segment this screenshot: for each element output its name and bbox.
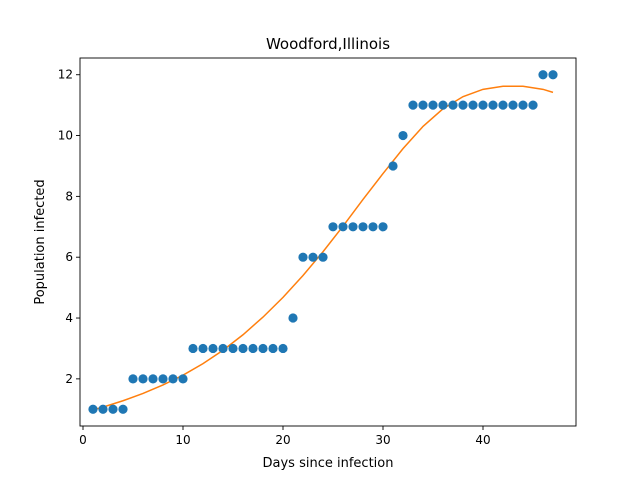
data-point: [488, 100, 498, 110]
data-point: [238, 343, 248, 354]
data-point: [298, 252, 308, 262]
data-point: [268, 343, 278, 354]
x-tick-label: 20: [275, 433, 290, 447]
data-point: [478, 100, 488, 110]
data-point: [118, 404, 128, 414]
data-point: [508, 100, 518, 110]
y-tick-label: 12: [58, 68, 73, 82]
plot-area: 0 10 20 30 40 2 4 6 8 10 12: [58, 57, 577, 447]
data-point: [218, 343, 228, 354]
data-point: [438, 100, 448, 110]
data-point: [308, 252, 318, 262]
data-point: [288, 313, 298, 323]
fit-curve-line: [92, 85, 554, 411]
data-point: [428, 100, 438, 110]
data-point: [88, 404, 98, 414]
x-tick-label: 0: [79, 433, 87, 447]
data-point: [388, 161, 398, 171]
data-point: [348, 222, 358, 232]
y-tick-label: 8: [65, 189, 73, 203]
y-tick-label: 6: [65, 250, 73, 264]
data-point: [188, 343, 198, 354]
axes-frame: [79, 57, 577, 427]
data-point: [318, 252, 328, 262]
data-point: [398, 130, 408, 141]
data-point: [108, 404, 118, 414]
data-point: [548, 70, 558, 80]
data-point: [208, 343, 218, 354]
y-tick-label: 4: [65, 311, 73, 325]
data-point: [418, 100, 428, 110]
data-point: [468, 100, 478, 110]
data-point: [158, 374, 168, 384]
chart-title: Woodford,Illinois: [266, 35, 390, 53]
data-point: [528, 100, 538, 110]
data-point: [448, 100, 458, 110]
data-point: [498, 100, 508, 110]
data-point: [148, 374, 158, 384]
data-point: [258, 343, 268, 354]
data-point: [98, 404, 108, 414]
data-point: [378, 222, 388, 232]
data-point: [138, 374, 148, 384]
data-point: [538, 70, 548, 80]
data-point: [518, 100, 528, 110]
data-point: [248, 343, 258, 354]
data-point: [128, 374, 138, 384]
x-tick-label: 40: [475, 433, 490, 447]
y-tick-label: 2: [65, 372, 73, 386]
data-point: [358, 222, 368, 232]
data-point: [278, 343, 288, 354]
data-point: [458, 100, 468, 110]
data-point: [168, 374, 178, 384]
data-point: [178, 374, 188, 384]
x-tick-label: 30: [375, 433, 390, 447]
data-point: [328, 222, 338, 232]
data-point: [338, 222, 348, 232]
y-tick-label: 10: [58, 129, 73, 143]
data-point: [228, 343, 238, 354]
data-point: [198, 343, 208, 354]
x-tick-label: 10: [175, 433, 190, 447]
y-axis-label: Population infected: [33, 179, 48, 304]
data-point: [408, 100, 418, 110]
x-axis-label: Days since infection: [263, 456, 394, 471]
data-point: [368, 222, 378, 232]
